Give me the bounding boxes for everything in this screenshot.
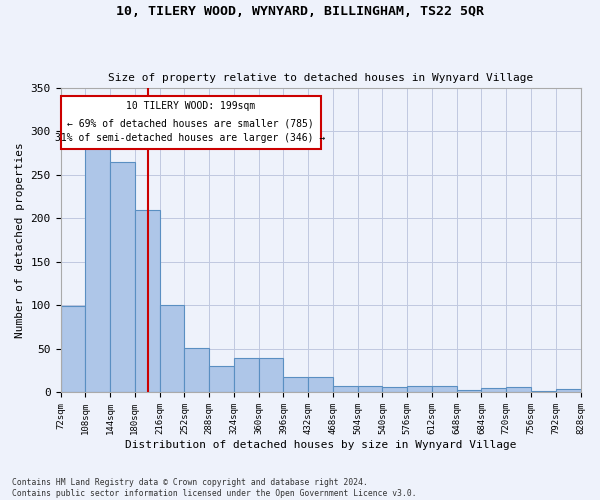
Bar — [184, 348, 209, 393]
Bar — [85, 144, 110, 392]
FancyBboxPatch shape — [61, 96, 320, 149]
Bar — [333, 386, 358, 392]
Bar — [556, 389, 581, 392]
Bar — [407, 386, 432, 392]
Bar — [110, 162, 135, 392]
Bar — [259, 358, 283, 392]
X-axis label: Distribution of detached houses by size in Wynyard Village: Distribution of detached houses by size … — [125, 440, 516, 450]
Bar — [135, 210, 160, 392]
Title: Size of property relative to detached houses in Wynyard Village: Size of property relative to detached ho… — [108, 73, 533, 83]
Bar — [209, 366, 234, 392]
Bar — [358, 386, 382, 392]
Bar — [308, 377, 333, 392]
Text: ← 69% of detached houses are smaller (785): ← 69% of detached houses are smaller (78… — [67, 118, 314, 128]
Bar — [506, 388, 531, 392]
Text: 31% of semi-detached houses are larger (346) →: 31% of semi-detached houses are larger (… — [55, 133, 326, 143]
Bar — [234, 358, 259, 392]
Bar — [61, 306, 85, 392]
Text: 10 TILERY WOOD: 199sqm: 10 TILERY WOOD: 199sqm — [126, 101, 255, 111]
Bar — [481, 388, 506, 392]
Bar — [283, 377, 308, 392]
Bar — [531, 390, 556, 392]
Y-axis label: Number of detached properties: Number of detached properties — [15, 142, 25, 338]
Text: Contains HM Land Registry data © Crown copyright and database right 2024.
Contai: Contains HM Land Registry data © Crown c… — [12, 478, 416, 498]
Bar — [457, 390, 481, 392]
Text: 10, TILERY WOOD, WYNYARD, BILLINGHAM, TS22 5QR: 10, TILERY WOOD, WYNYARD, BILLINGHAM, TS… — [116, 5, 484, 18]
Bar — [160, 306, 184, 392]
Bar — [432, 386, 457, 392]
Bar — [382, 388, 407, 392]
